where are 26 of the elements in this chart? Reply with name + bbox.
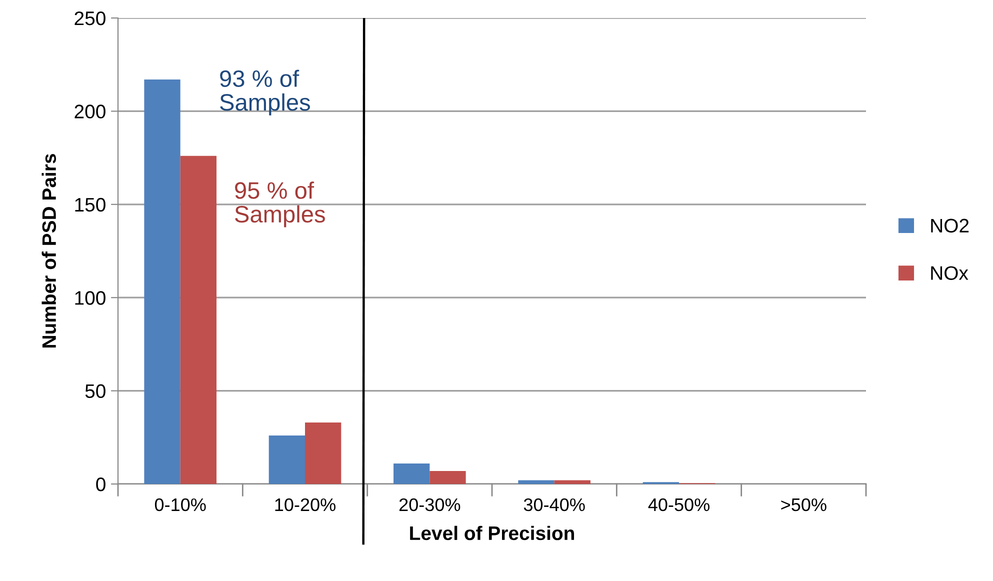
- x-axis-title: Level of Precision: [410, 526, 574, 540]
- bar: [268, 436, 305, 484]
- y-tick-label: 200: [74, 104, 106, 118]
- annotation: 93 % of Samples: [220, 70, 310, 116]
- x-tick-label: >50%: [781, 498, 826, 512]
- x-tick-label: 10-20%: [275, 498, 336, 512]
- x-tick-label: 40-50%: [648, 498, 710, 512]
- bar: [180, 156, 216, 484]
- y-tick-label: 50: [85, 384, 106, 398]
- y-tick-label: 250: [74, 11, 106, 26]
- legend-label: NOx: [931, 266, 968, 280]
- x-tick-label: 30-40%: [524, 498, 585, 512]
- y-tick-label: 100: [75, 291, 106, 305]
- annotation: 95 % of Samples: [235, 182, 325, 228]
- bar: [518, 480, 554, 484]
- y-axis-title: Number of PSD Pairs: [42, 154, 56, 348]
- bar: [554, 480, 590, 484]
- bar: [394, 463, 430, 484]
- x-tick-label: 20-30%: [399, 498, 460, 512]
- x-tick-label: 0-10%: [154, 498, 206, 512]
- y-tick-label: 150: [75, 198, 106, 212]
- bar: [430, 470, 466, 484]
- y-tick-label: 0: [96, 477, 106, 492]
- bar: [305, 422, 342, 484]
- bar: [144, 80, 180, 484]
- legend-label: NO2: [931, 218, 969, 233]
